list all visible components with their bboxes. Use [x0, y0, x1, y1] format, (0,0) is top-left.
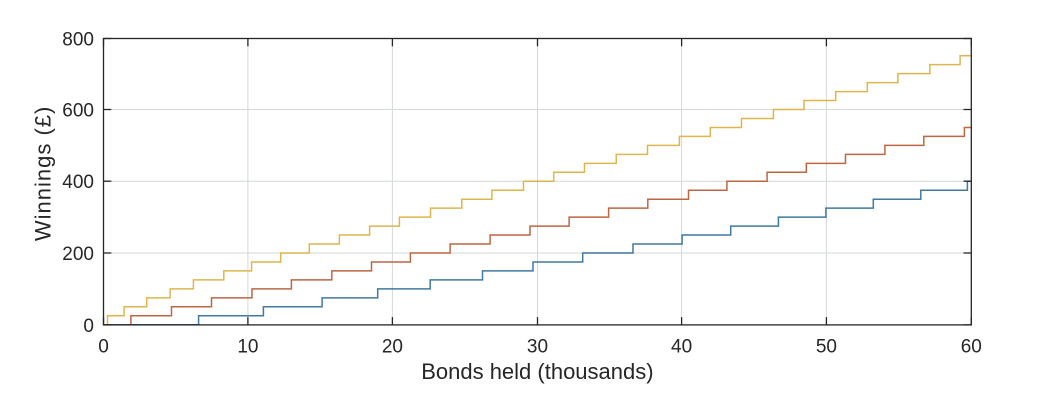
svg-text:Winnings (£): Winnings (£) — [30, 106, 55, 241]
svg-text:20: 20 — [382, 336, 403, 357]
svg-text:10: 10 — [237, 336, 258, 357]
svg-text:40: 40 — [671, 336, 692, 357]
svg-text:800: 800 — [62, 29, 94, 50]
svg-text:0: 0 — [83, 316, 94, 337]
svg-text:Bonds held (thousands): Bonds held (thousands) — [421, 359, 653, 384]
svg-text:600: 600 — [62, 100, 94, 121]
svg-text:50: 50 — [816, 336, 837, 357]
svg-text:0: 0 — [98, 336, 109, 357]
svg-text:400: 400 — [62, 172, 94, 193]
svg-text:30: 30 — [527, 336, 548, 357]
svg-text:200: 200 — [62, 244, 94, 265]
svg-text:60: 60 — [961, 336, 982, 357]
